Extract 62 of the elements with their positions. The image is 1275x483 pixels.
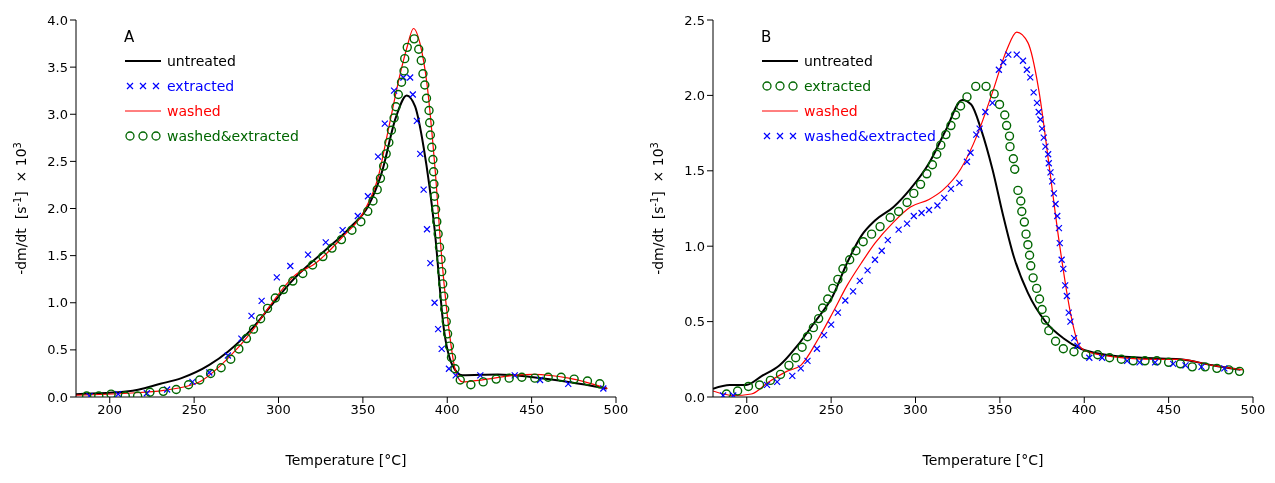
point <box>438 345 446 353</box>
x-axis-title: Temperature [°C] <box>284 452 407 468</box>
point <box>423 225 431 233</box>
x-tick-label: 450 <box>519 402 545 418</box>
x-tick-label: 400 <box>1071 402 1097 418</box>
y-tick-label: 0.5 <box>47 342 68 358</box>
point <box>430 299 439 307</box>
y-tick-label: 2.0 <box>684 88 705 104</box>
x-tick-label: 350 <box>350 402 376 418</box>
point <box>273 273 281 281</box>
x-tick-label: 250 <box>818 402 844 418</box>
y-tick-label: 0.5 <box>684 314 705 330</box>
legend-label: extracted <box>804 77 872 94</box>
point <box>304 251 312 259</box>
x-tick-label: 500 <box>603 402 629 418</box>
legend-label: washed&extracted <box>167 127 299 144</box>
x-tick-label: 350 <box>987 402 1013 418</box>
x-tick-label: 200 <box>97 402 123 418</box>
x-tick-label: 200 <box>734 402 760 418</box>
y-tick-label: 2.0 <box>47 201 68 217</box>
point <box>445 365 453 373</box>
point <box>390 87 398 95</box>
point <box>374 153 382 161</box>
legend-label: washed&extracted <box>804 127 936 144</box>
y-tick-label: 0.0 <box>47 389 68 405</box>
legend-label: untreated <box>167 52 236 69</box>
point <box>339 226 347 234</box>
x-tick-label: 400 <box>434 402 460 418</box>
point <box>599 384 607 393</box>
legend-label: extracted <box>167 77 235 94</box>
y-tick-label: 1.0 <box>684 238 705 254</box>
x-tick-label: 300 <box>903 402 928 418</box>
legend-label: untreated <box>804 52 873 69</box>
legend-label: washed <box>167 102 221 119</box>
point <box>286 262 294 270</box>
y-tick-label: 2.5 <box>684 12 705 28</box>
y-tick-label: 3.5 <box>47 59 68 75</box>
x-tick-label: 300 <box>266 402 291 418</box>
x-axis-title: Temperature [°C] <box>921 452 1044 468</box>
y-tick-label: 4.0 <box>47 12 68 28</box>
legend-label: washed <box>804 102 858 119</box>
text: B <box>761 28 772 46</box>
point <box>426 259 434 267</box>
point <box>322 238 330 247</box>
x-tick-label: 500 <box>1240 402 1266 418</box>
point <box>364 192 372 200</box>
point <box>354 212 362 220</box>
point <box>114 390 122 397</box>
point <box>224 351 232 360</box>
point <box>381 120 389 128</box>
point <box>258 297 266 305</box>
y-tick-label: 1.0 <box>47 295 68 311</box>
y-tick-label: 1.5 <box>47 248 68 264</box>
text: A <box>124 28 135 46</box>
y-tick-label: 3.0 <box>47 106 68 122</box>
point <box>409 90 417 99</box>
x-tick-label: 450 <box>1156 402 1182 418</box>
x-tick-label: 250 <box>181 402 207 418</box>
y-tick-label: 0.0 <box>684 389 705 405</box>
y-tick-label: 2.5 <box>47 153 68 169</box>
point <box>247 312 256 320</box>
y-tick-label: 1.5 <box>684 163 705 179</box>
